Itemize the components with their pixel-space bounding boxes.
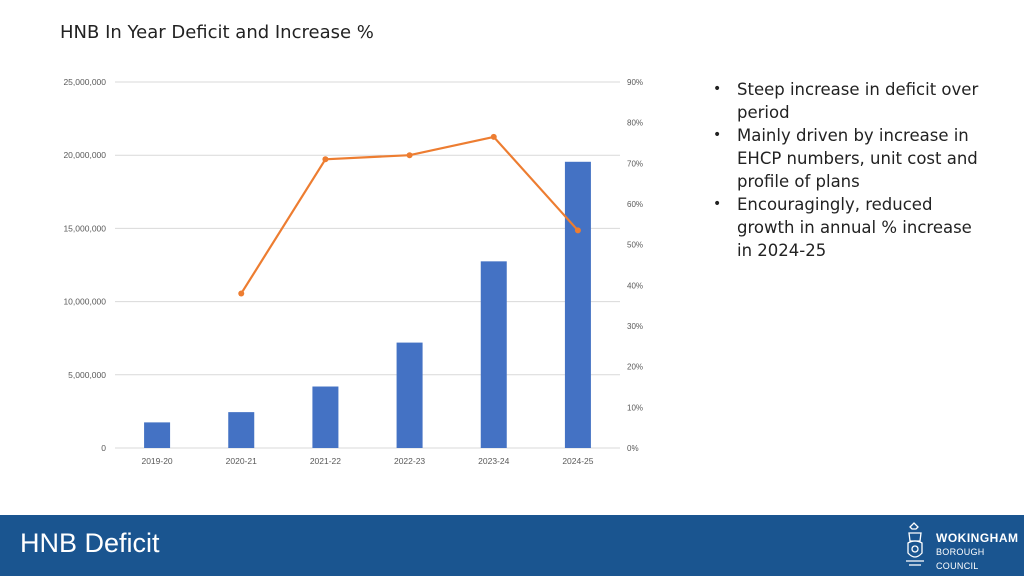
y-left-tick-label: 15,000,000: [63, 223, 106, 233]
y-right-tick-label: 60%: [627, 200, 643, 209]
bullet-dot-icon: •: [713, 196, 722, 212]
bar: [228, 412, 255, 448]
bullet-text: Mainly driven by increase in EHCP number…: [737, 126, 978, 191]
y-right-tick-label: 70%: [627, 159, 643, 168]
line-point: [238, 290, 245, 297]
y-right-tick-label: 90%: [627, 78, 643, 87]
chart-title: HNB In Year Deficit and Increase %: [60, 22, 374, 43]
y-left-tick-label: 5,000,000: [68, 370, 106, 380]
footer-bar: HNB Deficit WOKINGHAM BOROUGH COUNCIL: [0, 515, 1024, 576]
bar: [144, 422, 171, 448]
y-right-tick-label: 30%: [627, 322, 643, 331]
y-right-tick-label: 50%: [627, 241, 643, 250]
bullet-item: • Mainly driven by increase in EHCP numbe…: [705, 124, 985, 193]
y-right-tick-label: 40%: [627, 281, 643, 290]
x-tick-label: 2024-25: [562, 456, 593, 466]
bar: [564, 161, 591, 448]
line-point: [322, 156, 329, 163]
line-series: [240, 135, 579, 295]
bullet-text: Encouragingly, reduced growth in annual …: [737, 195, 972, 260]
bullet-text: Steep increase in deficit over period: [737, 80, 979, 122]
crest-icon: [906, 522, 924, 566]
y-right-tick-label: 0%: [627, 444, 639, 453]
bar: [312, 386, 339, 448]
key-points-list: • Steep increase in deficit over period •…: [705, 78, 985, 262]
x-tick-label: 2019-20: [141, 456, 172, 466]
x-tick-label: 2021-22: [310, 456, 341, 466]
deficit-combo-chart: 0 5,000,000 10,000,000 15,000,000 20,000,000…: [63, 77, 643, 466]
y-left-tick-label: 0: [101, 443, 106, 453]
y-left-tick-label: 20,000,000: [63, 150, 106, 160]
y-right-tick-label: 10%: [627, 403, 643, 412]
bullet-dot-icon: •: [713, 127, 722, 143]
bar: [396, 342, 423, 448]
footer-title: HNB Deficit: [20, 528, 160, 558]
x-tick-label: 2020-21: [226, 456, 257, 466]
bullet-item: • Encouragingly, reduced growth in annual…: [705, 193, 985, 262]
line-point: [406, 152, 413, 159]
bullet-item: • Steep increase in deficit over period: [705, 78, 985, 124]
line-point: [574, 227, 581, 234]
logo-text: WOKINGHAM BOROUGH COUNCIL: [936, 531, 1024, 573]
bar: [480, 261, 507, 448]
bullet-dot-icon: •: [713, 81, 722, 97]
y-left-tick-label: 10,000,000: [63, 297, 106, 307]
y-right-tick-label: 80%: [627, 119, 643, 128]
line-point: [490, 133, 497, 140]
x-tick-label: 2023-24: [478, 456, 509, 466]
logo-name: WOKINGHAM: [936, 531, 1019, 545]
logo-subtitle: BOROUGH COUNCIL: [936, 547, 985, 571]
y-left-tick-label: 25,000,000: [63, 77, 106, 87]
y-right-tick-label: 20%: [627, 363, 643, 372]
x-tick-label: 2022-23: [394, 456, 425, 466]
council-logo: WOKINGHAM BOROUGH COUNCIL: [900, 521, 1024, 571]
